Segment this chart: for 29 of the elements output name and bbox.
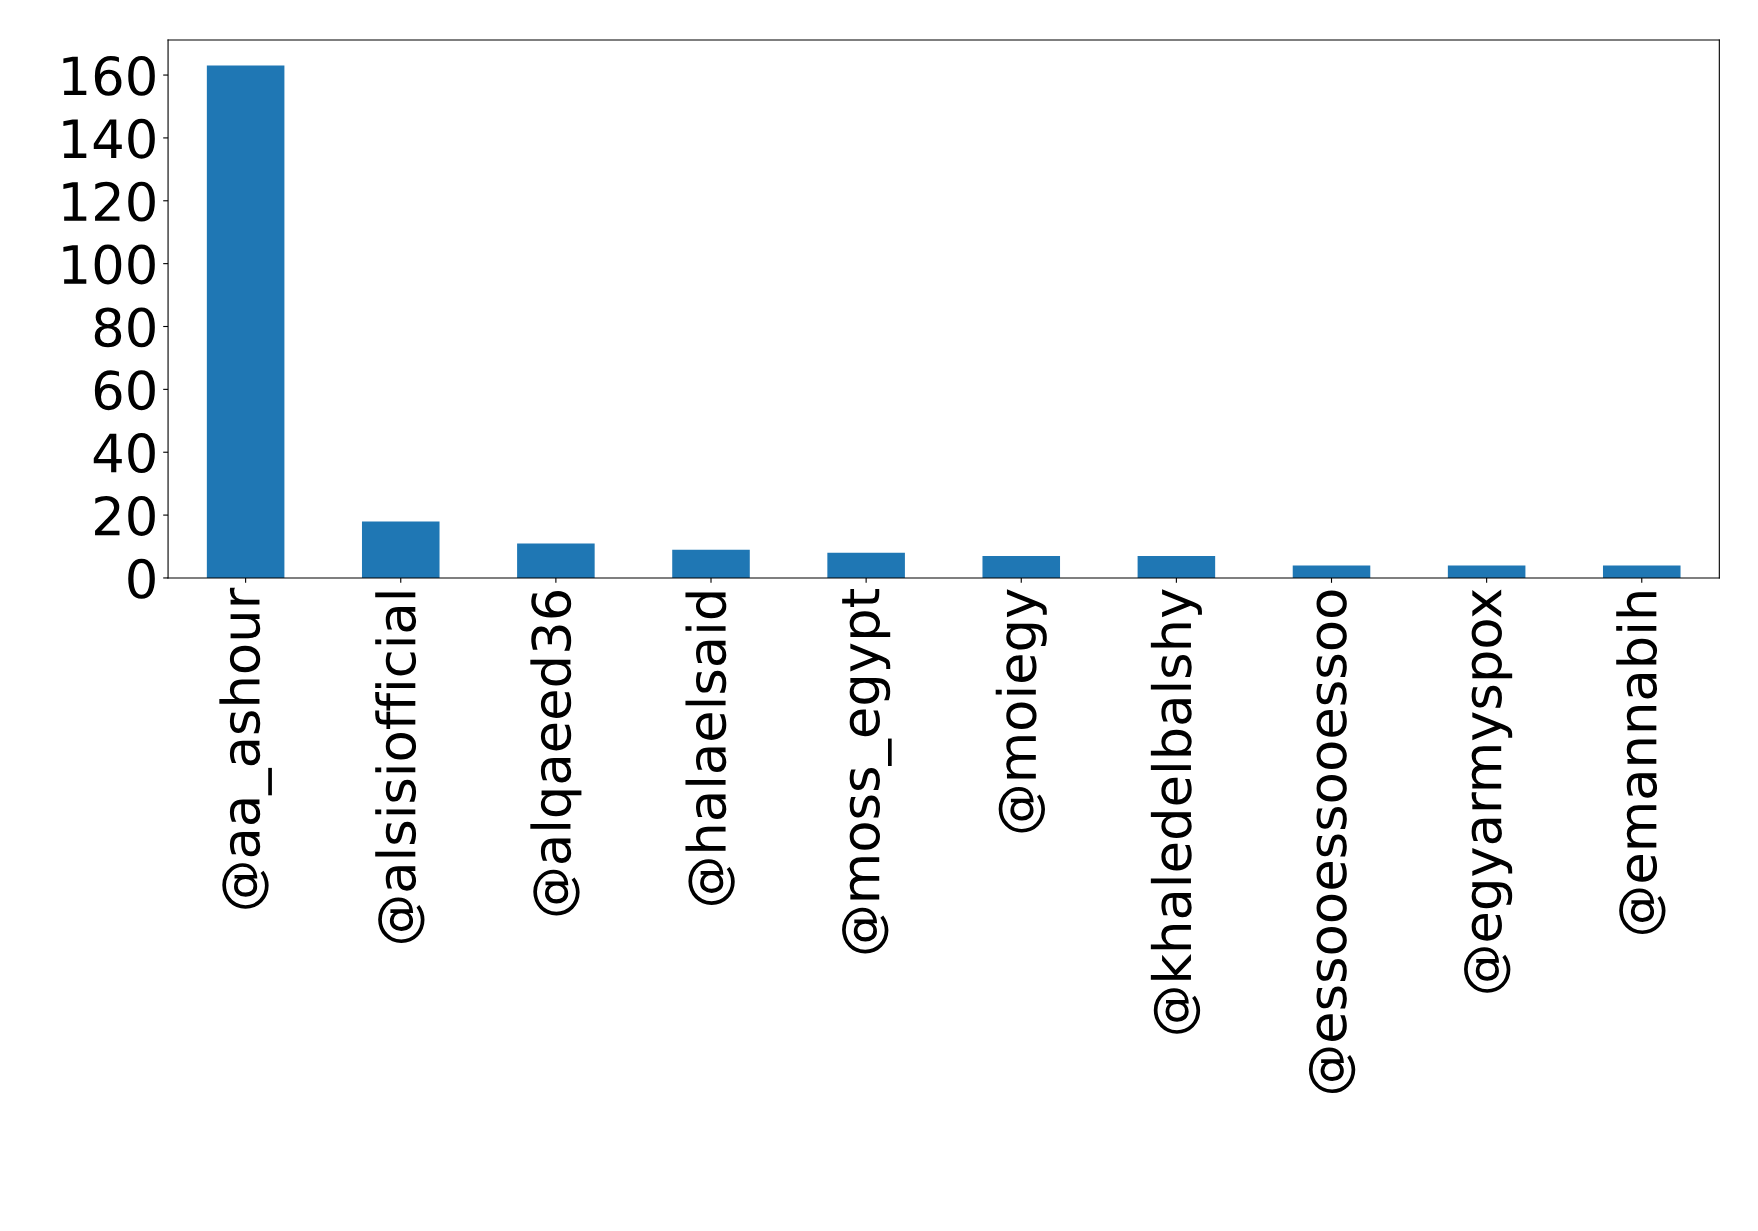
bar	[1447, 565, 1526, 578]
y-tick-label: 20	[95, 495, 155, 536]
bar	[517, 543, 595, 578]
x-tick-label: @alsisiofficial	[375, 592, 425, 944]
y-tick-label: 40	[93, 433, 155, 474]
bar	[672, 549, 750, 578]
bar	[1137, 555, 1216, 578]
x-tick-label: @essooessooessoo	[1308, 590, 1356, 1094]
x-tick-label: @moiegy	[995, 589, 1047, 833]
y-tick-label: 100	[63, 244, 155, 285]
bar	[206, 65, 285, 578]
x-tick-label: @alqaeed36	[530, 591, 582, 916]
y-tick-label: 0	[128, 558, 155, 599]
y-tick-label: 80	[94, 307, 155, 348]
y-tick-label: 120	[63, 181, 155, 222]
bar	[1602, 565, 1681, 578]
x-tick-label: @moss_egypt	[842, 588, 892, 954]
x-tick-label: @khaledelbalshy	[1150, 589, 1202, 1034]
bar	[982, 555, 1061, 578]
y-tick-label: 140	[63, 118, 155, 159]
x-tick-label: @emannabih	[1616, 592, 1666, 935]
bar	[827, 552, 905, 578]
bar	[361, 521, 440, 578]
bar	[1292, 565, 1371, 578]
x-tick-label: @halaelsaid	[685, 592, 735, 905]
y-tick-label: 60	[94, 370, 155, 411]
x-tick-label: @egyarmyspox	[1464, 589, 1513, 993]
y-tick-label: 160	[63, 55, 155, 96]
x-tick-label: @aa_ashour	[219, 587, 272, 909]
